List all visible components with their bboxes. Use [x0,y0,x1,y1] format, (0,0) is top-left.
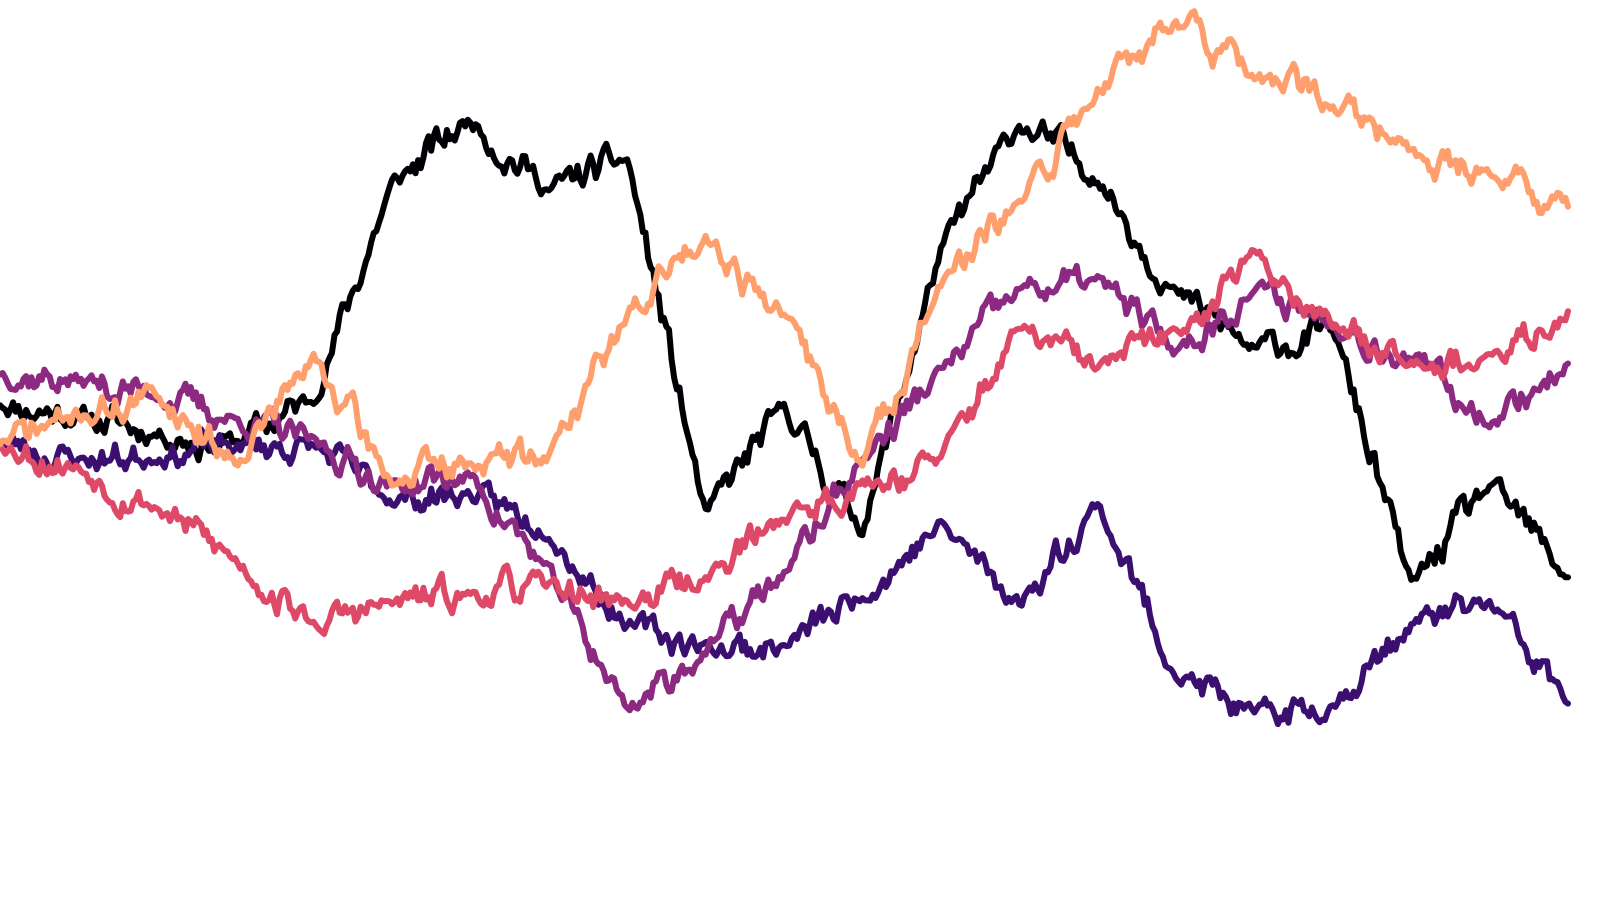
series-line-2 [0,426,1571,728]
series-line-5 [0,8,1571,489]
series-line-1 [0,116,1571,583]
series-layer [0,8,1571,728]
series-line-4 [0,247,1571,637]
